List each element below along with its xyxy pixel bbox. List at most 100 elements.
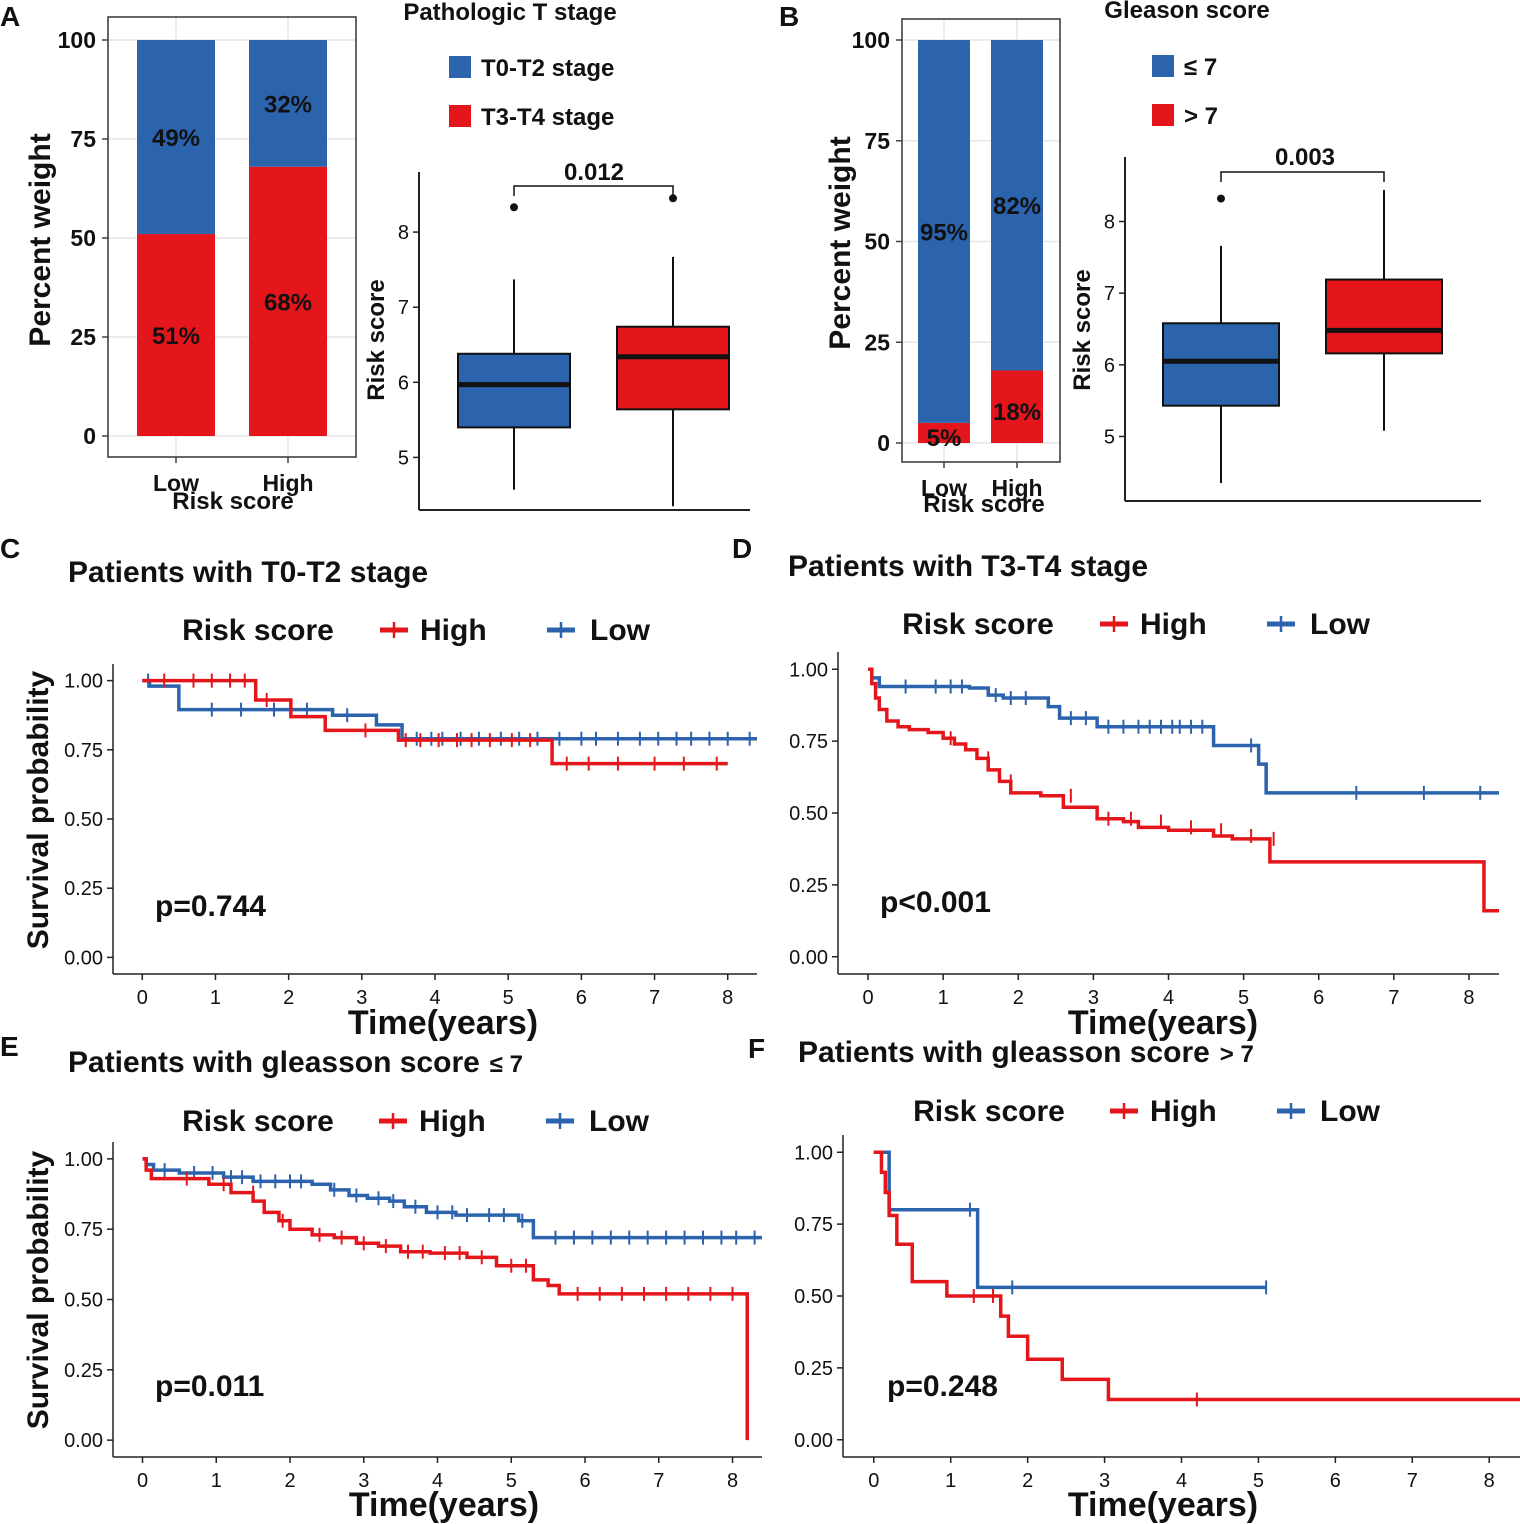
y-tick-label: 5 bbox=[398, 447, 409, 469]
legend-label-t3t4: T3-T4 stage bbox=[481, 104, 614, 131]
legend-label-high: High bbox=[1150, 1095, 1217, 1128]
significance-label: 0.003 bbox=[1275, 144, 1335, 171]
y-tick-label: 7 bbox=[398, 297, 409, 319]
y-tick-label: 25 bbox=[70, 324, 96, 350]
legend-swatch-t0t2 bbox=[449, 56, 471, 78]
y-tick-label: 6 bbox=[398, 372, 409, 394]
survival-curve-low bbox=[873, 1150, 1267, 1290]
x-tick-label: 4 bbox=[1163, 987, 1174, 1009]
box-title: Gleason score bbox=[1104, 0, 1269, 24]
x-tick-label: 6 bbox=[579, 1470, 590, 1492]
bar-segment bbox=[249, 40, 327, 167]
x-axis-label: Risk score bbox=[923, 491, 1044, 518]
y-tick-label: 5 bbox=[1104, 427, 1115, 449]
legend-title: Risk score bbox=[182, 1105, 334, 1138]
legend-label-gt7: > 7 bbox=[1184, 103, 1218, 130]
legend-title: Risk score bbox=[182, 614, 334, 647]
bar-segment bbox=[918, 40, 970, 423]
y-tick-label: 50 bbox=[70, 225, 96, 251]
x-tick-label: 1 bbox=[211, 1470, 222, 1492]
x-tick-label: 7 bbox=[653, 1470, 664, 1492]
x-tick-label: 8 bbox=[1484, 1470, 1495, 1492]
survival-curve-low bbox=[142, 678, 757, 741]
x-tick-label: 2 bbox=[284, 1470, 295, 1492]
y-axis-label: Risk score bbox=[1069, 269, 1096, 390]
panel-a-box: Pathologic T stage T0-T2 stage T3-T4 sta… bbox=[363, 0, 750, 511]
x-tick-label: 6 bbox=[1313, 987, 1324, 1009]
y-tick-label: 0.00 bbox=[794, 1430, 833, 1452]
y-tick-label: 6 bbox=[1104, 355, 1115, 377]
bar-frame bbox=[107, 16, 357, 458]
x-tick-label: 6 bbox=[1330, 1470, 1341, 1492]
y-axis-label: Risk score bbox=[363, 279, 390, 400]
outlier-point bbox=[510, 203, 518, 212]
y-axis-label: Survival probability bbox=[22, 1150, 55, 1429]
panel-c-km: C Patients with T0-T2 stage Risk score H… bbox=[0, 533, 757, 1042]
y-tick-label: 7 bbox=[1104, 283, 1115, 305]
panel-label-d: D bbox=[732, 533, 752, 564]
y-tick-label: 0.50 bbox=[794, 1286, 833, 1308]
x-tick-label: 3 bbox=[1088, 987, 1099, 1009]
y-tick-label: 0 bbox=[83, 423, 96, 449]
panel-e-km: E Patients with gleasson score ≤ 7 Risk s… bbox=[0, 1031, 762, 1524]
legend-label-low: Low bbox=[590, 614, 651, 647]
y-tick-label: 50 bbox=[864, 229, 890, 255]
panel-label-f: F bbox=[748, 1033, 765, 1064]
x-tick-label: 4 bbox=[432, 1470, 443, 1492]
significance-bracket bbox=[1220, 171, 1385, 182]
survival-curve-high bbox=[142, 1157, 749, 1441]
y-tick-label: 1.00 bbox=[794, 1142, 833, 1164]
y-tick-label: 100 bbox=[58, 27, 96, 53]
x-tick-label: 7 bbox=[1407, 1470, 1418, 1492]
km-title: Patients with T3-T4 stage bbox=[788, 550, 1148, 583]
legend-label-high: High bbox=[1140, 608, 1207, 641]
legend-label-low: Low bbox=[1310, 608, 1371, 641]
bar-segment bbox=[918, 422, 970, 443]
y-axis-label: Percent weight bbox=[824, 136, 857, 349]
survival-curve-high bbox=[142, 678, 728, 766]
x-tick-label: 5 bbox=[1253, 1470, 1264, 1492]
x-tick-label: 8 bbox=[722, 987, 733, 1009]
y-tick-label: 0.00 bbox=[64, 947, 103, 969]
data-label: 68% bbox=[264, 289, 312, 316]
y-tick-label: 1.00 bbox=[64, 1149, 103, 1171]
x-tick-label: 5 bbox=[506, 1470, 517, 1492]
legend-swatch-le7 bbox=[1152, 55, 1174, 77]
x-tick-label: 0 bbox=[137, 987, 148, 1009]
legend-label-le7: ≤ 7 bbox=[1184, 54, 1217, 81]
x-axis-label: Time(years) bbox=[349, 1486, 539, 1524]
x-axis-label: Time(years) bbox=[1068, 1004, 1258, 1042]
bar-segment bbox=[991, 370, 1043, 443]
y-tick-label: 100 bbox=[852, 27, 890, 53]
legend-swatch-t3t4 bbox=[449, 105, 471, 127]
x-tick-label: 8 bbox=[1463, 987, 1474, 1009]
panel-b-bar: B 5% 95% 18% 82% 0 25 50 75 100 Low High Risk sc… bbox=[779, 1, 1061, 518]
significance-label: 0.012 bbox=[564, 159, 624, 186]
x-tick-label: 0 bbox=[868, 1470, 879, 1492]
y-axis-label: Percent weight bbox=[24, 133, 57, 346]
p-value: p<0.001 bbox=[880, 886, 991, 919]
x-axis-label: Time(years) bbox=[348, 1004, 538, 1042]
y-tick-label: 1.00 bbox=[64, 671, 103, 693]
box-iqr bbox=[457, 352, 571, 429]
x-tick-label: 8 bbox=[727, 1470, 738, 1492]
survival-curve-low bbox=[868, 667, 1499, 795]
p-value: p=0.011 bbox=[155, 1370, 264, 1403]
legend-label-high: High bbox=[419, 1105, 486, 1138]
km-title: Patients with gleasson score > 7 bbox=[798, 1036, 1254, 1069]
box-iqr bbox=[616, 325, 730, 411]
x-tick-label: 5 bbox=[503, 987, 514, 1009]
y-tick-label: 75 bbox=[864, 128, 890, 154]
p-value: p=0.744 bbox=[155, 890, 266, 923]
x-tick-label: 0 bbox=[137, 1470, 148, 1492]
panel-d-km: D Patients with T3-T4 stage Risk score H… bbox=[732, 533, 1499, 1042]
legend-swatch-gt7 bbox=[1152, 104, 1174, 126]
x-tick-label: 1 bbox=[210, 987, 221, 1009]
outlier-point bbox=[1217, 194, 1225, 203]
data-label: 95% bbox=[920, 219, 968, 246]
p-value: p=0.248 bbox=[887, 1370, 998, 1403]
bar-segment bbox=[137, 40, 215, 235]
bar-segment bbox=[137, 234, 215, 436]
y-tick-label: 0.25 bbox=[794, 1358, 833, 1380]
